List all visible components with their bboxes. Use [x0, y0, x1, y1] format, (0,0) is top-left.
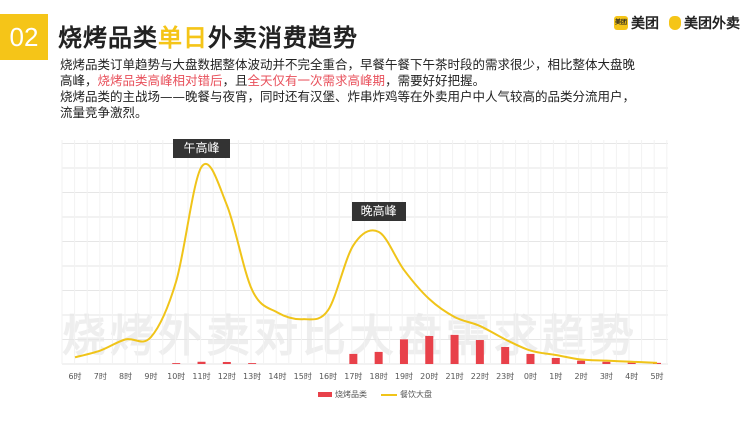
- logos: 美团 美团 美团外卖: [614, 13, 740, 33]
- x-tick-label: 5时: [650, 371, 663, 381]
- x-tick-label: 18时: [370, 371, 388, 381]
- bar: [172, 363, 181, 364]
- title-highlight: 单日: [158, 24, 208, 52]
- meituan-logo: 美团 美团: [614, 13, 659, 33]
- title-text: 烧烤品类: [58, 24, 158, 52]
- series-line: [74, 163, 658, 364]
- x-tick-label: 9时: [144, 371, 157, 381]
- x-tick-label: 3时: [600, 371, 613, 381]
- desc-text: 高峰，: [60, 73, 98, 88]
- bar: [577, 360, 586, 364]
- desc-text: ，需要好好把握。: [385, 73, 486, 88]
- annotation-evening-peak: 晚高峰: [351, 201, 406, 221]
- meituan-label: 美团: [631, 16, 659, 32]
- legend-label: 餐饮大盘: [400, 390, 432, 399]
- meituan-icon: 美团: [614, 16, 628, 30]
- chart-watermark: 烧烤外卖对比大盘需求趋势: [62, 311, 638, 362]
- legend-label: 烧烤品类: [335, 390, 367, 399]
- x-tick-label: 17时: [344, 371, 362, 381]
- x-tick-label: 1时: [549, 371, 562, 381]
- bar: [399, 339, 408, 364]
- bar: [222, 361, 231, 364]
- bar: [374, 351, 383, 364]
- bar: [475, 340, 484, 364]
- x-tick-label: 20时: [420, 371, 438, 381]
- rabbit-icon: [669, 16, 681, 30]
- title-text-2: 外卖消费趋势: [208, 24, 358, 52]
- bar: [349, 353, 358, 364]
- desc-line: 高峰，烧烤品类高峰相对错后，且全天仅有一次需求高峰期，需要好好把握。: [60, 73, 700, 89]
- x-tick-label: 13时: [243, 371, 261, 381]
- legend-item-bar[interactable]: 烧烤品类: [318, 389, 367, 400]
- waimai-logo: 美团外卖: [669, 13, 740, 33]
- x-tick-label: 23时: [496, 371, 514, 381]
- legend: 烧烤品类 餐饮大盘: [318, 389, 432, 400]
- x-tick-label: 7时: [94, 371, 107, 381]
- desc-highlight: 烧烤品类高峰相对错后: [97, 73, 223, 88]
- x-tick-label: 11时: [192, 371, 210, 381]
- x-tick-label: 19时: [395, 371, 413, 381]
- x-tick-label: 12时: [218, 371, 236, 381]
- bar: [197, 361, 206, 364]
- desc-text: ，且: [222, 73, 248, 88]
- legend-swatch-bar: [318, 392, 332, 397]
- waimai-label: 美团外卖: [684, 16, 740, 32]
- x-tick-label: 8时: [119, 371, 132, 381]
- page-title: 烧烤品类单日外卖消费趋势: [58, 18, 358, 53]
- desc-highlight: 全天仅有一次需求高峰期: [247, 73, 386, 88]
- x-tick-label: 16时: [319, 371, 337, 381]
- bar: [551, 357, 560, 364]
- x-tick-label: 22时: [471, 371, 489, 381]
- x-tick-label: 2时: [575, 371, 588, 381]
- bar: [602, 361, 611, 364]
- x-tick-label: 14时: [268, 371, 286, 381]
- x-tick-label: 0时: [524, 371, 537, 381]
- x-tick-label: 21时: [445, 371, 463, 381]
- desc-line: 烧烤品类的主战场——晚餐与夜宵，同时还有汉堡、炸串炸鸡等在外卖用户中人气较高的品…: [60, 89, 636, 104]
- section-number: 02: [0, 14, 48, 60]
- desc-line: 流量竞争激烈。: [60, 105, 148, 120]
- bar: [526, 353, 535, 364]
- x-tick-label: 4时: [625, 371, 638, 381]
- annotation-noon-peak: 午高峰: [173, 138, 231, 158]
- bar: [627, 362, 636, 364]
- bar: [501, 346, 510, 364]
- x-tick-label: 10时: [167, 371, 185, 381]
- bar: [450, 334, 459, 364]
- bar: [653, 362, 661, 364]
- legend-swatch-line: [381, 393, 397, 396]
- x-tick-label: 6时: [68, 371, 81, 381]
- bar: [248, 363, 257, 364]
- bar: [425, 336, 434, 364]
- legend-item-line[interactable]: 餐饮大盘: [381, 389, 432, 400]
- description: 烧烤品类订单趋势与大盘数据整体波动并不完全重合，早餐午餐下午茶时段的需求很少，相…: [60, 57, 700, 121]
- x-tick-label: 15时: [294, 371, 312, 381]
- desc-line: 烧烤品类订单趋势与大盘数据整体波动并不完全重合，早餐午餐下午茶时段的需求很少，相…: [60, 57, 636, 72]
